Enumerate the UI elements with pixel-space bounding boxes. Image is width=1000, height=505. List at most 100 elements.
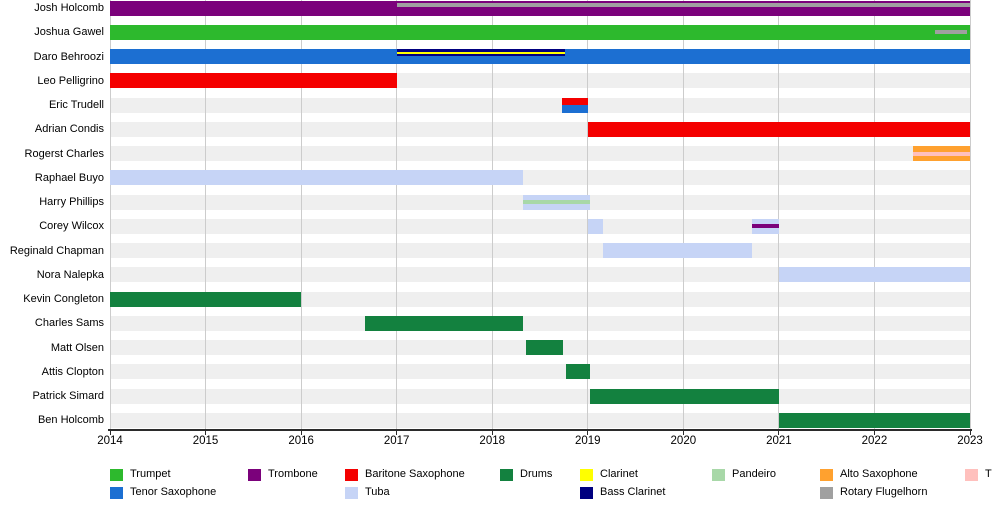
x-axis-tick-mark [778, 431, 780, 435]
legend-swatch-alto_saxophone [820, 469, 833, 481]
x-axis-tick-label: 2022 [861, 435, 888, 447]
timeline-bar-drums [365, 315, 523, 331]
timeline-bar-pandeiro [522, 200, 590, 204]
legend-label-drums: Drums [520, 468, 553, 480]
legend-swatch-trumpet [110, 469, 123, 481]
timeline-bar-tenor_saxophone [110, 49, 970, 64]
row-background-stripe [110, 364, 970, 380]
timeline-bar-drums [565, 364, 590, 380]
timeline-bar-tuba [110, 170, 523, 186]
legend-label-pandeiro: Pandeiro [732, 468, 777, 480]
legend-label-tenor_saxophone: Tenor Saxophone [130, 486, 217, 498]
row-background-stripe [110, 218, 970, 234]
row-label-member-name: Attis Clopton [41, 365, 104, 378]
timeline-bar-baritone_saxophone [587, 121, 970, 137]
timeline-bar-trombone [752, 224, 779, 229]
row-background-stripe [110, 97, 970, 113]
x-axis-tick-label: 2017 [383, 435, 410, 447]
x-axis-tick-label: 2015 [192, 435, 219, 447]
timeline-bar-tuba [587, 218, 604, 234]
legend-swatch-tuba [345, 487, 358, 499]
x-axis-tick-mark [396, 431, 398, 435]
x-axis-tick-mark [491, 431, 493, 435]
year-gridline [109, 0, 111, 429]
row-label-member-name: Rogerst Charles [24, 147, 104, 160]
legend-swatch-pandeiro [712, 469, 725, 481]
row-background-stripe [110, 412, 970, 428]
x-axis-tick-mark [205, 431, 207, 435]
timeline-bar-rotary_flugelhorn [396, 2, 970, 7]
x-axis-tick-label: 2023 [957, 435, 983, 447]
row-label-member-name: Nora Nalepka [36, 268, 104, 281]
timeline-bar-baritone_saxophone [561, 97, 588, 105]
legend-label-clarinet: Clarinet [600, 468, 638, 480]
legend-swatch-bass_clarinet [580, 487, 593, 499]
legend-label-bass_clarinet: Bass Clarinet [600, 486, 666, 498]
x-axis-tick-label: 2019 [574, 435, 601, 447]
x-axis-tick-mark [969, 431, 971, 435]
row-label-member-name: Corey Wilcox [39, 220, 104, 233]
legend-swatch-drums [500, 469, 513, 481]
row-label-member-name: Ben Holcomb [37, 414, 104, 427]
year-gridline [682, 0, 684, 429]
legend-swatch-trombone [248, 469, 261, 481]
row-label-member-name: Leo Pelligrino [37, 74, 104, 87]
year-gridline [778, 0, 780, 429]
row-label-member-name: Harry Phillips [39, 196, 104, 208]
row-label-member-name: Adrian Condis [34, 123, 104, 136]
timeline-bar-drums [778, 412, 970, 428]
row-background-stripe [110, 243, 970, 258]
row-label-member-name: Josh Holcomb [34, 2, 104, 14]
timeline-bar-tuba [778, 267, 970, 283]
row-background-stripe [110, 267, 970, 283]
legend-label-trumpet: Trumpet [130, 468, 171, 480]
x-axis-tick-mark [682, 431, 684, 435]
x-axis-tick-label: 2016 [288, 435, 314, 447]
x-axis-tick-label: 2021 [766, 435, 792, 447]
legend-swatch-tenor_saxophone [110, 487, 123, 499]
row-label-member-name: Patrick Simard [32, 390, 104, 402]
timeline-bar-drums [525, 340, 563, 355]
row-label-member-name: Charles Sams [34, 317, 104, 330]
timeline-bar-drums [589, 388, 779, 404]
row-background-stripe [110, 388, 970, 404]
x-axis-tick-mark [587, 431, 589, 435]
year-gridline [396, 0, 398, 429]
legend-label-trombone: Trombone [268, 468, 318, 480]
legend-swatch-baritone_saxophone [345, 469, 358, 481]
timeline-bar-baritone_saxophone [110, 73, 397, 89]
x-axis-tick-label: 2018 [479, 435, 506, 447]
row-label-member-name: Kevin Congleton [23, 293, 104, 305]
row-label-member-name: Joshua Gawel [34, 26, 104, 39]
x-axis-tick-mark [300, 431, 302, 435]
row-background-stripe [110, 315, 970, 331]
timeline-bar-drums [110, 291, 302, 307]
legend-swatch-clarinet [580, 469, 593, 481]
timeline-bar-rotary_flugelhorn [934, 30, 968, 35]
row-background-stripe [110, 146, 970, 161]
timeline-bar-trumpet [110, 24, 970, 40]
row-label-member-name: Raphael Buyo [34, 171, 104, 184]
legend-swatch-rotary_flugelhorn [820, 487, 833, 499]
timeline-bar-tuba [603, 243, 753, 258]
timeline-bar-t_unknown [912, 151, 970, 156]
legend-label-baritone_saxophone: Baritone Saxophone [365, 468, 465, 480]
row-label-member-name: Matt Olsen [50, 341, 104, 354]
row-label-member-name: Daro Behroozi [33, 50, 104, 63]
row-background-stripe [110, 291, 970, 307]
legend-label-rotary_flugelhorn: Rotary Flugelhorn [840, 486, 928, 498]
timeline-bar-tenor_saxophone [561, 105, 588, 113]
year-gridline [300, 0, 302, 429]
legend-label-alto_saxophone: Alto Saxophone [840, 468, 918, 480]
legend-swatch-t_unknown [965, 469, 978, 481]
x-axis-tick-mark [873, 431, 875, 435]
legend-label-t_unknown: T [985, 468, 992, 480]
timeline-bar-clarinet [396, 51, 565, 54]
row-label-member-name: Eric Trudell [48, 99, 104, 111]
year-gridline [587, 0, 589, 429]
year-gridline [873, 0, 875, 429]
year-gridline [491, 0, 493, 429]
legend-label-tuba: Tuba [365, 486, 390, 498]
x-axis-tick-label: 2020 [670, 435, 697, 447]
